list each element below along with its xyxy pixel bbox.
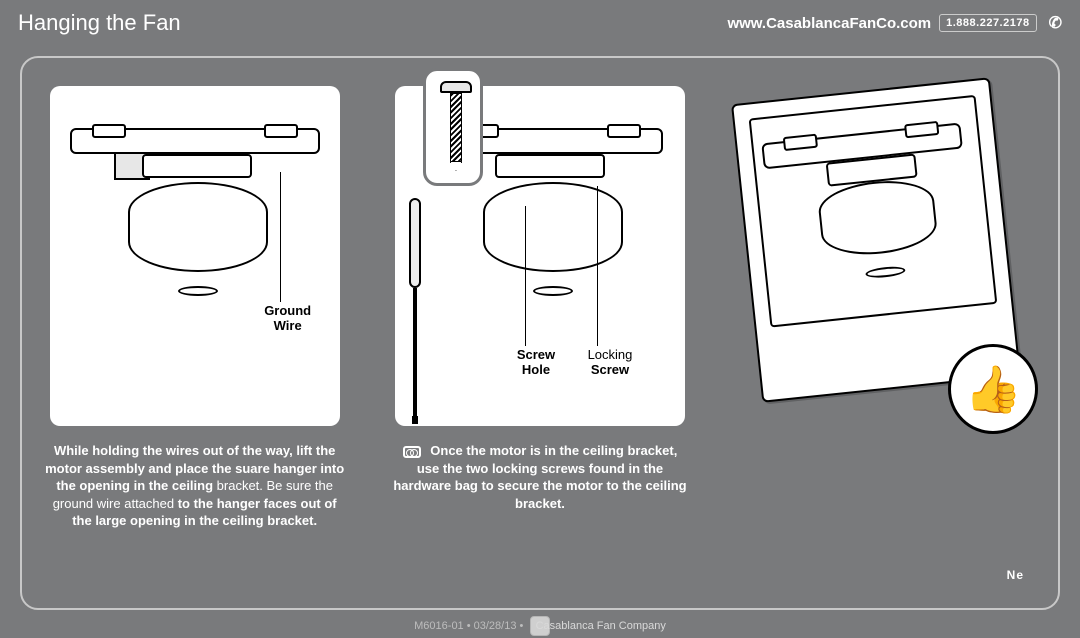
content-frame: Ground Wire While holding the wires out …: [20, 56, 1060, 610]
motor-hub-shape-c: [865, 265, 906, 279]
polaroid-illustration: [749, 95, 998, 328]
thumbs-up-icon: 👍: [948, 344, 1038, 434]
caption-b-text: Once the motor is in the ceiling bracket…: [393, 443, 686, 511]
phone-icon: [1045, 13, 1062, 33]
thumbs-up-glyph: 👍: [965, 362, 1022, 417]
column-c: 👍: [713, 58, 1058, 608]
footer-doc: M6016-01 • 03/28/13 •: [414, 620, 523, 632]
screwdriver-shaft: [413, 288, 417, 418]
ground-wire-label: Ground Wire: [238, 304, 338, 334]
polaroid-wrap: 👍: [740, 86, 1030, 426]
callout-line-b2: [597, 186, 599, 346]
motor-can-shape: [128, 182, 268, 272]
locking-label-light: Locking: [588, 347, 633, 362]
footer: M6016-01 • 03/28/13 • Casablanca Fan Com…: [0, 620, 1080, 632]
column-a: Ground Wire While holding the wires out …: [22, 58, 367, 608]
motor-can-shape-c: [817, 176, 940, 260]
callout-line: [280, 172, 282, 302]
columns: Ground Wire While holding the wires out …: [22, 58, 1058, 608]
safety-goggles-icon: [403, 446, 421, 458]
screw-inset-card: [423, 68, 483, 186]
callout-line-b1: [525, 206, 527, 346]
motor-hub-shape: [178, 286, 218, 296]
screw-head-shape: [440, 81, 472, 93]
motor-can-shape-b: [483, 182, 623, 272]
page-title: Hanging the Fan: [18, 10, 181, 36]
screwdriver-handle: [409, 198, 421, 288]
motor-top-shape: [142, 154, 252, 178]
next-section-label: Ne: [1007, 568, 1024, 582]
website-url: www.CasablancaFanCo.com: [727, 15, 931, 32]
header-bar: Hanging the Fan www.CasablancaFanCo.com …: [18, 10, 1062, 36]
footer-company: Casablanca Fan Company: [536, 620, 666, 632]
motor-top-shape-b: [495, 154, 605, 178]
screwdriver-tip: [412, 416, 418, 424]
ceiling-bracket-shape: [70, 128, 320, 154]
motor-hub-shape-b: [533, 286, 573, 296]
screwdriver-icon: [405, 198, 425, 428]
illustration-panel-a: Ground Wire: [50, 86, 340, 426]
column-b: Screw Hole Locking Screw Once the motor …: [367, 58, 712, 608]
locking-label-bold: Screw: [591, 362, 629, 377]
screw-tip-shape: [450, 161, 462, 171]
screw-hole-label: Screw Hole: [501, 348, 571, 378]
screw-shaft-shape: [450, 93, 462, 163]
locking-screw-label: Locking Screw: [575, 348, 645, 378]
caption-b: Once the motor is in the ceiling bracket…: [390, 442, 690, 512]
phone-number: 1.888.227.2178: [939, 14, 1036, 32]
caption-a: While holding the wires out of the way, …: [45, 442, 345, 530]
illustration-panel-b: Screw Hole Locking Screw: [395, 86, 685, 426]
header-right: www.CasablancaFanCo.com 1.888.227.2178: [727, 13, 1062, 33]
